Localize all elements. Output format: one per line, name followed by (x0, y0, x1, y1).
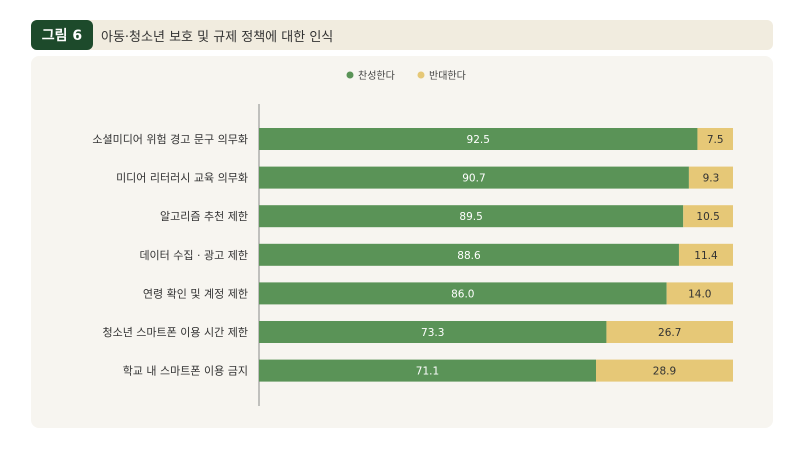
category-label: 연령 확인 및 계정 제한 (143, 287, 248, 300)
data-label-favor: 92.5 (467, 134, 490, 146)
category-label: 청소년 스마트폰 이용 시간 제한 (102, 326, 248, 339)
bar-oppose (666, 282, 733, 305)
figure-title: 아동·청소년 보호 및 규제 정책에 대한 인식 (101, 29, 334, 45)
legend-swatch-favor (346, 71, 354, 79)
category-label: 데이터 수집 · 광고 제한 (139, 249, 248, 262)
data-label-oppose: 26.7 (658, 327, 681, 339)
data-label-oppose: 10.5 (696, 211, 719, 223)
data-label-favor: 73.3 (421, 327, 444, 339)
data-label-favor: 88.6 (457, 250, 481, 262)
category-label: 알고리즘 추천 제한 (160, 209, 248, 223)
bar-favor (259, 321, 607, 343)
bar-oppose (688, 166, 733, 189)
bar-favor (259, 359, 597, 382)
bar-favor (259, 243, 679, 266)
bar-favor (259, 205, 684, 228)
bar-oppose (678, 243, 733, 266)
category-label: 소셜미디어 위험 경고 문구 의무화 (92, 133, 248, 146)
data-label-oppose: 9.3 (703, 173, 720, 185)
bar-favor (259, 128, 698, 150)
bar-favor (259, 282, 667, 305)
bar-oppose (606, 321, 733, 343)
data-label-oppose: 14.0 (688, 288, 711, 300)
data-label-oppose: 7.5 (707, 134, 724, 146)
figure-label: 그림 6 (31, 20, 93, 50)
legend-label-oppose: 반대한다 (429, 70, 466, 82)
figure-header: 그림 6 아동·청소년 보호 및 규제 정책에 대한 인식 (31, 20, 773, 50)
category-label: 미디어 리터러시 교육 의무화 (116, 172, 248, 185)
data-label-favor: 89.5 (459, 211, 482, 223)
bar-oppose (683, 205, 733, 228)
bar-favor (259, 166, 689, 189)
data-label-favor: 71.1 (416, 366, 439, 378)
data-label-oppose: 11.4 (694, 250, 718, 262)
legend-label-favor: 찬성한다 (358, 70, 395, 82)
bar-oppose (697, 128, 733, 150)
bar-oppose (596, 359, 733, 382)
category-label: 학교 내 스마트폰 이용 금지 (123, 365, 248, 378)
data-label-oppose: 28.9 (653, 366, 676, 378)
data-label-favor: 90.7 (462, 173, 485, 185)
data-label-favor: 86.0 (451, 288, 474, 300)
legend-swatch-oppose (417, 71, 425, 79)
